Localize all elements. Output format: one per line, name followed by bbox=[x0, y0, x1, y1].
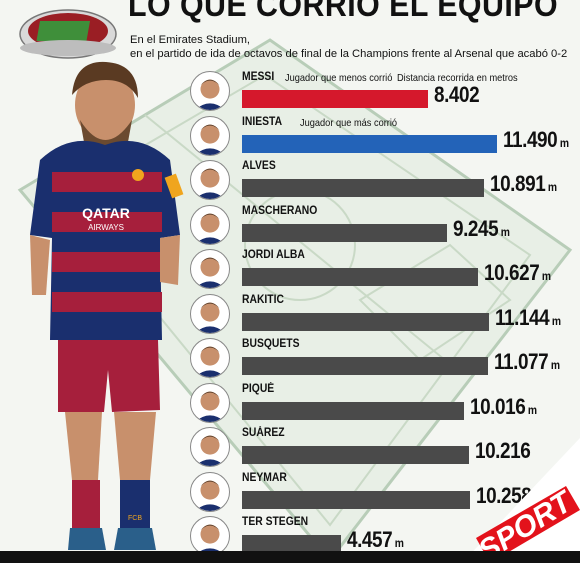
player-name: MESSI bbox=[242, 71, 275, 83]
distance-value: 10.891 m bbox=[490, 171, 557, 197]
distance-unit: m bbox=[541, 269, 551, 283]
player-row: INIESTA Jugador que más corrió 11.490 m bbox=[190, 115, 575, 156]
player-name: JORDI ALBA bbox=[242, 249, 305, 261]
legend-note: Distancia recorrida en metros bbox=[397, 72, 518, 84]
player-avatar bbox=[190, 382, 230, 423]
distance-number: 11.144 bbox=[495, 304, 550, 330]
distance-unit: m bbox=[551, 313, 561, 328]
player-name: ALVES bbox=[242, 160, 276, 172]
distance-bar bbox=[242, 357, 488, 375]
player-name: NEYMAR bbox=[242, 471, 287, 484]
distance-bar bbox=[242, 223, 447, 242]
distance-value: 9.245 m bbox=[453, 216, 510, 242]
player-row: TER STEGEN 4.457 m bbox=[190, 516, 575, 556]
subtitle-line: En el Emirates Stadium, bbox=[130, 34, 251, 46]
player-avatar bbox=[190, 249, 230, 289]
distance-value: 8.402 bbox=[434, 82, 480, 108]
player-avatar bbox=[190, 204, 230, 245]
distance-number: 10.216 bbox=[475, 438, 531, 463]
distance-number: 11.490 bbox=[503, 126, 558, 152]
player-avatar bbox=[190, 338, 230, 378]
player-name: INIESTA bbox=[242, 115, 283, 128]
player-name: BUSQUETS bbox=[242, 338, 300, 350]
distance-unit: m bbox=[550, 358, 560, 372]
stadium-icon bbox=[19, 9, 117, 59]
sock-badge-text: FCB bbox=[128, 515, 142, 522]
infographic-title: LO QUE CORRIÓ EL EQUIPO bbox=[128, 0, 559, 23]
distance-value: 11.144 m bbox=[495, 305, 561, 331]
player-name: RAKITIC bbox=[242, 293, 284, 306]
distance-bar bbox=[242, 90, 428, 108]
sport-logo: SPORT bbox=[462, 438, 580, 563]
distance-value: 10.216 bbox=[475, 438, 531, 464]
distance-number: 9.245 bbox=[453, 215, 499, 241]
player-row: PIQUÉ 10.016 m bbox=[190, 382, 575, 423]
player-avatar bbox=[190, 71, 230, 111]
subtitle-line: en el partido de ida de octavos de final… bbox=[130, 48, 568, 60]
sponsor-subtext: AIRWAYS bbox=[88, 223, 124, 232]
distance-bar bbox=[242, 446, 469, 464]
player-row: MASCHERANO 9.245 m bbox=[190, 204, 575, 245]
distance-value: 11.490 m bbox=[503, 127, 569, 153]
distance-bar bbox=[242, 401, 464, 420]
player-avatar bbox=[190, 516, 230, 556]
player-row: JORDI ALBA 10.627 m bbox=[190, 249, 575, 289]
player-note: Jugador que más corrió bbox=[299, 116, 397, 129]
distance-value: 11.077 m bbox=[494, 349, 560, 375]
distance-unit: m bbox=[527, 402, 537, 417]
distance-bar bbox=[242, 179, 484, 197]
sponsor-text: QATAR bbox=[82, 205, 130, 221]
player-row: SUÁREZ 10.216 bbox=[190, 427, 575, 467]
distance-unit: m bbox=[547, 180, 557, 194]
player-avatar bbox=[190, 160, 230, 200]
distance-bar bbox=[242, 490, 470, 509]
distance-bar bbox=[242, 268, 478, 286]
player-name: PIQUÉ bbox=[242, 382, 275, 395]
player-row: MESSI Jugador que menos corrió Distancia r… bbox=[190, 71, 575, 111]
distance-unit: m bbox=[500, 224, 510, 239]
distance-value: 4.457 m bbox=[347, 527, 404, 553]
subtitle: En el Emirates Stadium, en el partido de… bbox=[130, 33, 568, 61]
player-avatar bbox=[190, 471, 230, 512]
distance-number: 10.627 bbox=[484, 260, 540, 285]
distance-number: 8.402 bbox=[434, 82, 480, 107]
bottom-strip bbox=[0, 551, 580, 563]
distance-value: 10.627 m bbox=[484, 260, 551, 286]
player-name: TER STEGEN bbox=[242, 516, 309, 528]
distance-bar bbox=[242, 134, 497, 153]
player-note: Jugador que menos corrió bbox=[285, 72, 393, 84]
distance-bar bbox=[242, 535, 341, 553]
player-illustration: QATAR AIRWAYS FCB bbox=[30, 61, 184, 550]
player-name: SUÁREZ bbox=[242, 427, 285, 439]
player-row: BUSQUETS 11.077 m bbox=[190, 338, 575, 378]
distance-number: 4.457 bbox=[347, 527, 393, 552]
distance-unit: m bbox=[559, 135, 569, 150]
distance-number: 10.016 bbox=[470, 393, 526, 419]
distance-bar bbox=[242, 312, 489, 331]
player-avatar bbox=[190, 115, 230, 156]
distance-unit: m bbox=[394, 536, 404, 550]
player-name: MASCHERANO bbox=[242, 204, 318, 217]
distance-value: 10.016 m bbox=[470, 394, 537, 420]
distance-number: 11.077 bbox=[494, 349, 549, 374]
player-avatar bbox=[190, 427, 230, 467]
player-row: RAKITIC 11.144 m bbox=[190, 293, 575, 334]
distance-number: 10.891 bbox=[490, 171, 546, 196]
player-row: ALVES 10.891 m bbox=[190, 160, 575, 200]
player-avatar bbox=[190, 293, 230, 334]
